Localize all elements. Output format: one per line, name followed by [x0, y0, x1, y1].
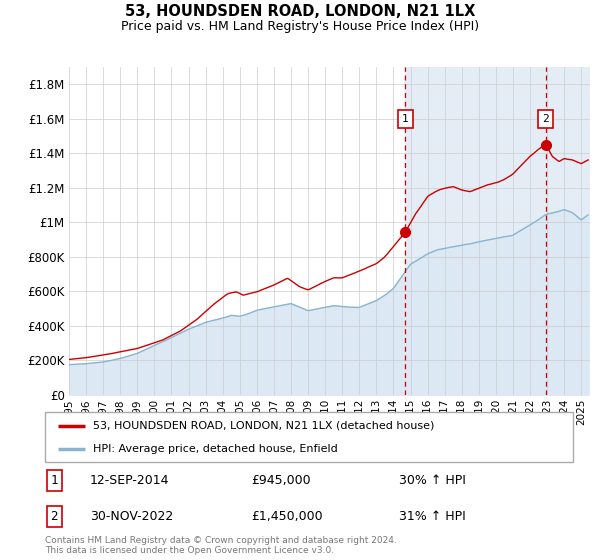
- Text: 31% ↑ HPI: 31% ↑ HPI: [399, 510, 466, 523]
- Text: 30-NOV-2022: 30-NOV-2022: [90, 510, 173, 523]
- Text: Contains HM Land Registry data © Crown copyright and database right 2024.
This d: Contains HM Land Registry data © Crown c…: [45, 536, 397, 556]
- Text: 53, HOUNDSDEN ROAD, LONDON, N21 1LX: 53, HOUNDSDEN ROAD, LONDON, N21 1LX: [125, 4, 475, 19]
- Text: 30% ↑ HPI: 30% ↑ HPI: [399, 474, 466, 487]
- Text: £945,000: £945,000: [251, 474, 311, 487]
- Text: £1,450,000: £1,450,000: [251, 510, 323, 523]
- Text: Price paid vs. HM Land Registry's House Price Index (HPI): Price paid vs. HM Land Registry's House …: [121, 20, 479, 32]
- Text: 1: 1: [402, 114, 409, 124]
- Text: 12-SEP-2014: 12-SEP-2014: [90, 474, 169, 487]
- FancyBboxPatch shape: [45, 412, 573, 462]
- Text: HPI: Average price, detached house, Enfield: HPI: Average price, detached house, Enfi…: [92, 444, 337, 454]
- Text: 2: 2: [50, 510, 58, 523]
- Bar: [406, 67, 590, 395]
- Text: 53, HOUNDSDEN ROAD, LONDON, N21 1LX (detached house): 53, HOUNDSDEN ROAD, LONDON, N21 1LX (det…: [92, 421, 434, 431]
- Text: 1: 1: [50, 474, 58, 487]
- Text: 2: 2: [542, 114, 549, 124]
